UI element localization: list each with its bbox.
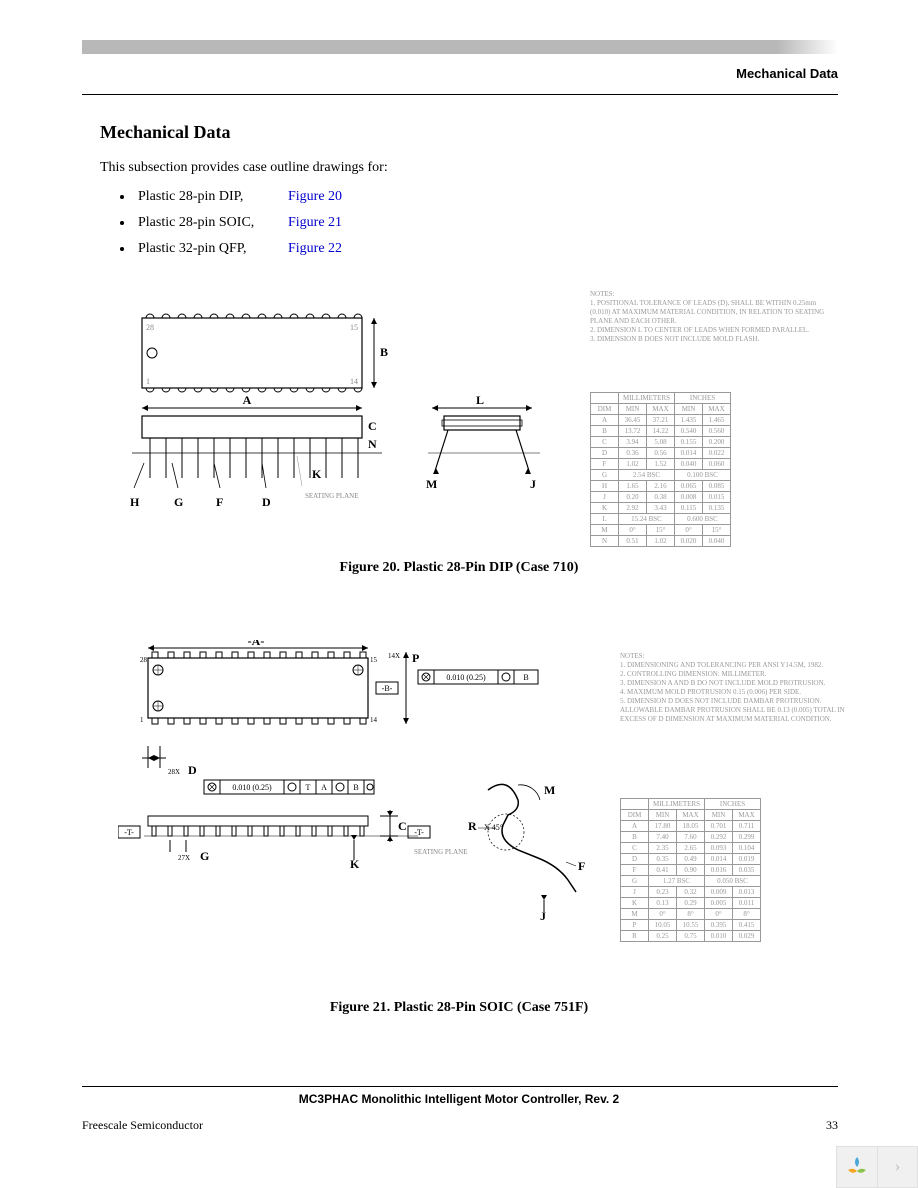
svg-text:M: M (426, 477, 437, 491)
svg-text:B: B (523, 673, 528, 682)
intro-text: This subsection provides case outline dr… (100, 160, 388, 176)
svg-text:28: 28 (146, 323, 154, 332)
svg-text:15: 15 (350, 323, 358, 332)
svg-text:15: 15 (370, 656, 378, 664)
svg-text:C: C (398, 819, 407, 833)
svg-text:G: G (200, 849, 209, 863)
notes-title: NOTES: (620, 652, 850, 661)
footer-page-number: 33 (826, 1118, 838, 1133)
section-title: Mechanical Data (100, 122, 230, 143)
svg-text:27X: 27X (178, 854, 190, 862)
bullet-row-1: Plastic 28-pin SOIC, Figure 21 (120, 210, 342, 236)
figure-20-drawing: 28 15 1 14 B A SEATING PLANE H G (122, 300, 562, 555)
svg-text:H: H (130, 495, 140, 509)
svg-text:G: G (174, 495, 183, 509)
svg-text:L: L (476, 393, 484, 407)
svg-text:-T-: -T- (124, 828, 134, 837)
svg-text:A: A (321, 783, 327, 792)
figure-21-caption: Figure 21. Plastic 28-Pin SOIC (Case 751… (0, 1000, 918, 1016)
figure-20-dimension-table: MILLIMETERSINCHESDIMMINMAXMINMAXA36.4537… (590, 392, 731, 547)
figure-link-21[interactable]: Figure 21 (288, 210, 342, 236)
bullet-dot-icon (120, 221, 124, 225)
figure-link-22[interactable]: Figure 22 (288, 236, 342, 262)
svg-text:C: C (368, 419, 377, 433)
svg-text:A: A (243, 393, 252, 407)
note-line: 3. DIMENSION A AND B DO NOT INCLUDE MOLD… (620, 679, 850, 688)
svg-text:-T-: -T- (414, 828, 424, 837)
svg-text:B: B (353, 783, 358, 792)
corner-logo-icon[interactable] (837, 1147, 877, 1187)
running-header: Mechanical Data (736, 66, 838, 81)
note-line: 2. DIMENSION L TO CENTER OF LEADS WHEN F… (590, 326, 830, 335)
bullet-label-2: Plastic 32-pin QFP, (138, 236, 288, 262)
next-page-button[interactable]: › (877, 1147, 917, 1187)
footer-rule (82, 1086, 838, 1087)
bullet-label-0: Plastic 28-pin DIP, (138, 184, 288, 210)
svg-text:J: J (540, 909, 546, 923)
figure-20-caption: Figure 20. Plastic 28-Pin DIP (Case 710) (0, 560, 918, 576)
bullet-label-1: Plastic 28-pin SOIC, (138, 210, 288, 236)
svg-text:14X: 14X (388, 652, 400, 660)
note-line: 5. DIMENSION D DOES NOT INCLUDE DAMBAR P… (620, 697, 850, 724)
bullet-row-2: Plastic 32-pin QFP, Figure 22 (120, 236, 342, 262)
svg-text:14: 14 (370, 716, 378, 724)
svg-text:SEATING PLANE: SEATING PLANE (414, 848, 467, 856)
note-line: 1. POSITIONAL TOLERANCE OF LEADS (D), SH… (590, 299, 830, 326)
svg-text:K: K (312, 467, 322, 481)
svg-text:-A-: -A- (248, 640, 265, 648)
svg-text:28: 28 (140, 656, 148, 664)
figure-21-drawing: -A- (118, 640, 598, 985)
bullet-row-0: Plastic 28-pin DIP, Figure 20 (120, 184, 342, 210)
svg-text:R: R (468, 819, 477, 833)
svg-text:N: N (368, 437, 377, 451)
figure-21-dimension-table: MILLIMETERSINCHESDIMMINMAXMINMAXA17.8018… (620, 798, 761, 942)
figure-21-notes: NOTES: 1. DIMENSIONING AND TOLERANCING P… (620, 652, 850, 724)
svg-text:14: 14 (350, 377, 358, 386)
bullet-dot-icon (120, 247, 124, 251)
svg-text:X 45°: X 45° (484, 823, 503, 832)
note-line: 1. DIMENSIONING AND TOLERANCING PER ANSI… (620, 661, 850, 670)
svg-text:M: M (544, 783, 555, 797)
figure-link-20[interactable]: Figure 20 (288, 184, 342, 210)
footer-company: Freescale Semiconductor (82, 1118, 203, 1133)
note-line: 3. DIMENSION B DOES NOT INCLUDE MOLD FLA… (590, 335, 830, 344)
svg-text:P: P (412, 651, 419, 665)
note-line: 2. CONTROLLING DIMENSION: MILLIMETER. (620, 670, 850, 679)
header-rule (82, 94, 838, 95)
svg-text:F: F (578, 859, 585, 873)
note-line: 4. MAXIMUM MOLD PROTRUSION 0.15 (0.006) … (620, 688, 850, 697)
header-gradient-bar (82, 40, 838, 54)
svg-text:T: T (306, 783, 311, 792)
svg-text:K: K (350, 857, 360, 871)
svg-text:1: 1 (146, 377, 150, 386)
corner-widget: › (836, 1146, 918, 1188)
svg-text:D: D (262, 495, 271, 509)
svg-text:0.010 (0.25): 0.010 (0.25) (232, 783, 272, 792)
svg-text:-B-: -B- (382, 684, 393, 693)
svg-text:F: F (216, 495, 223, 509)
svg-text:SEATING PLANE: SEATING PLANE (305, 492, 358, 500)
bullet-list: Plastic 28-pin DIP, Figure 20 Plastic 28… (120, 184, 342, 262)
svg-text:1: 1 (140, 716, 144, 724)
notes-title: NOTES: (590, 290, 830, 299)
chevron-right-icon: › (895, 1158, 900, 1176)
bullet-dot-icon (120, 195, 124, 199)
figure-20-notes: NOTES: 1. POSITIONAL TOLERANCE OF LEADS … (590, 290, 830, 344)
svg-text:D: D (188, 763, 197, 777)
svg-text:B: B (380, 345, 388, 359)
svg-text:J: J (530, 477, 536, 491)
svg-text:0.010 (0.25): 0.010 (0.25) (446, 673, 486, 682)
footer-doc-title: MC3PHAC Monolithic Intelligent Motor Con… (0, 1092, 918, 1106)
svg-text:28X: 28X (168, 768, 180, 776)
